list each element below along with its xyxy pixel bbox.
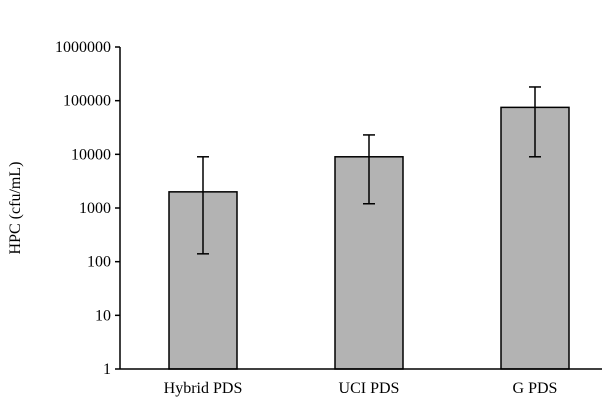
y-axis-title: HPC (cfu/mL) xyxy=(7,162,24,255)
y-tick-label: 1000000 xyxy=(55,39,111,56)
y-axis-ticks: 1 10 100 1000 10000 100000 1000000 xyxy=(55,39,120,378)
y-tick-label: 10 xyxy=(95,307,111,324)
y-tick-label: 100 xyxy=(87,254,111,271)
error-bars xyxy=(197,86,541,255)
y-tick-label: 10000 xyxy=(71,146,111,163)
x-axis-labels: Hybrid PDS UCI PDS G PDS xyxy=(164,380,558,397)
x-tick-label: Hybrid PDS xyxy=(164,380,243,397)
x-tick-label: G PDS xyxy=(513,380,558,397)
y-tick-label: 1 xyxy=(103,361,111,378)
x-tick-label: UCI PDS xyxy=(339,380,400,397)
error-bar xyxy=(197,156,209,255)
y-tick-label: 1000 xyxy=(79,200,111,217)
y-tick-label: 100000 xyxy=(63,93,111,110)
error-bar xyxy=(363,134,375,205)
error-bar xyxy=(529,86,541,158)
